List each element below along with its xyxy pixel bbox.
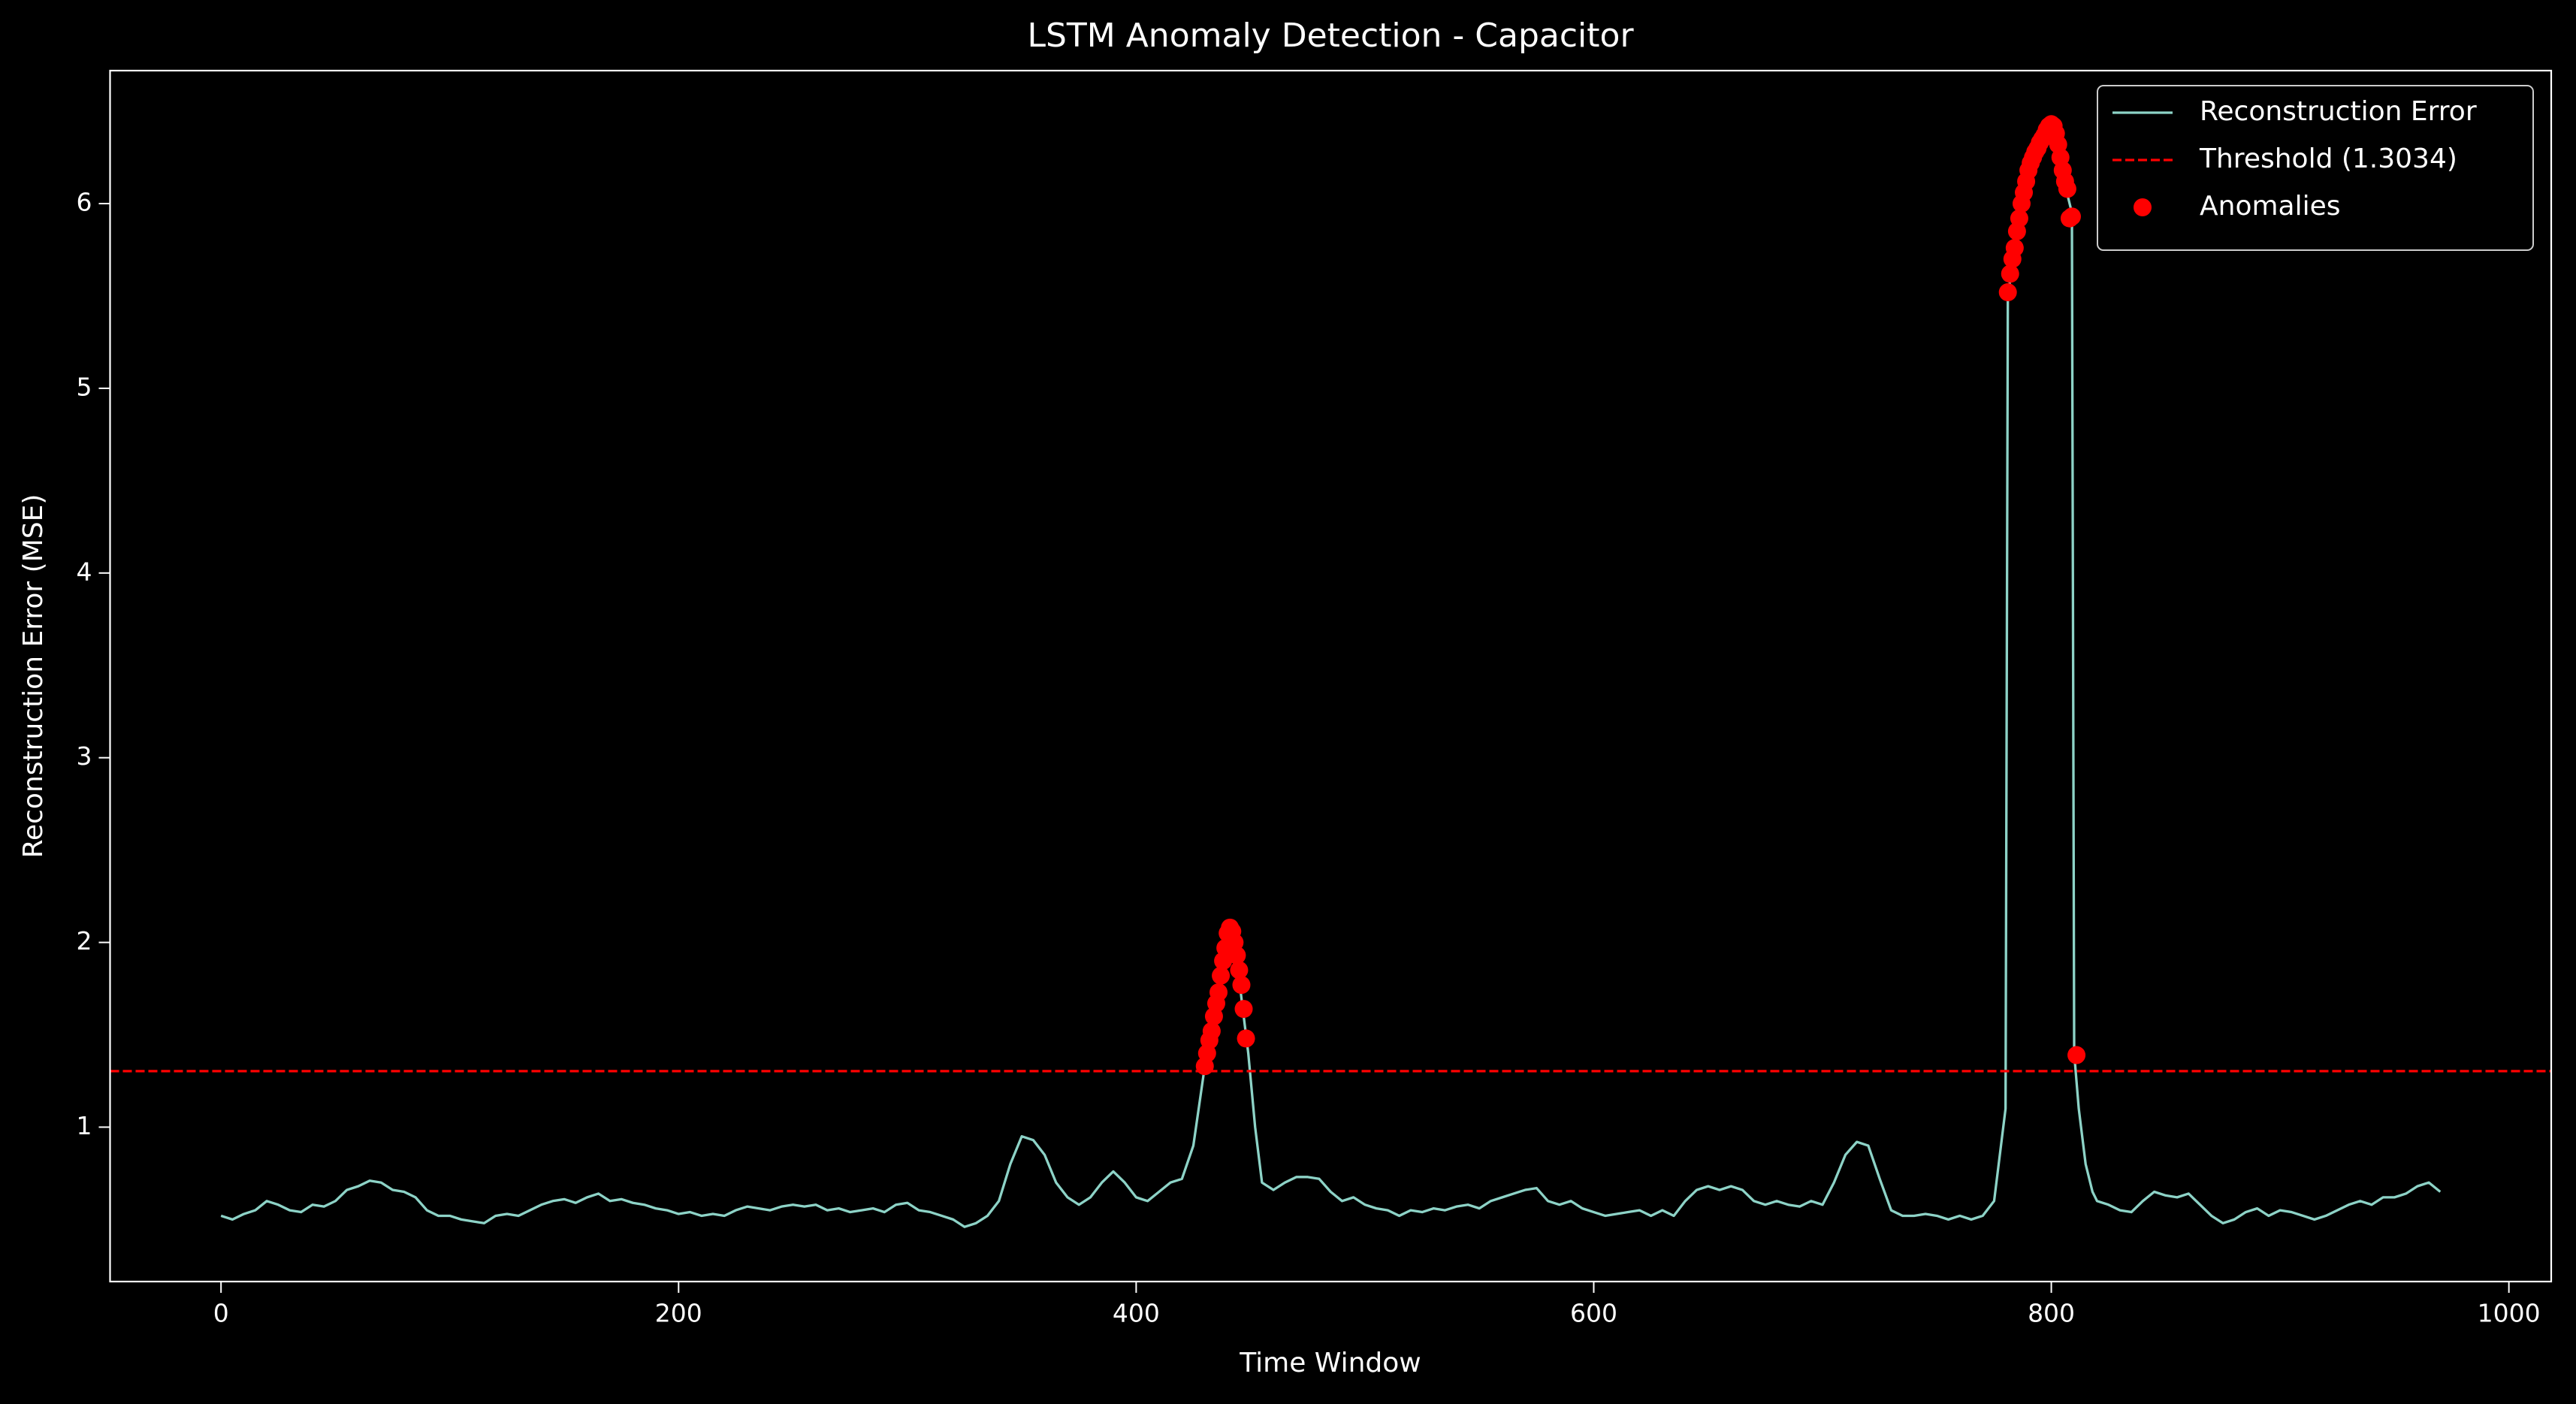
anomaly-point [1228, 946, 1246, 965]
anomaly-point [2005, 239, 2024, 258]
x-tick-label: 0 [213, 1299, 229, 1328]
y-tick-label: 6 [77, 188, 92, 217]
legend-label: Reconstruction Error [2200, 96, 2477, 127]
anomaly-point [1230, 961, 1249, 980]
x-tick-label: 1000 [2478, 1299, 2541, 1328]
legend-label: Threshold (1.3034) [2199, 143, 2457, 174]
anomaly-point [1209, 983, 1228, 1001]
anomaly-point [1232, 976, 1251, 995]
x-tick-label: 800 [2028, 1299, 2075, 1328]
y-tick-label: 3 [77, 741, 92, 771]
anomaly-point [1998, 283, 2017, 302]
anomaly-point [2010, 209, 2028, 228]
legend-box [2097, 85, 2534, 251]
anomaly-point [1234, 1000, 1253, 1019]
y-axis-label: Reconstruction Error (MSE) [18, 494, 49, 859]
plot-frame [109, 69, 2553, 1283]
anomaly-point [2067, 1046, 2086, 1064]
y-tick-label: 4 [77, 557, 92, 586]
anomaly-point [1237, 1029, 1255, 1048]
x-tick-label: 200 [655, 1299, 702, 1328]
legend-label: Anomalies [2200, 191, 2341, 222]
y-tick-label: 5 [77, 372, 92, 401]
anomaly-point [2001, 264, 2019, 283]
anomaly-point [1202, 1022, 1221, 1040]
x-tick-label: 600 [1570, 1299, 1617, 1328]
y-tick-label: 1 [77, 1111, 92, 1140]
error-line [220, 125, 2442, 1228]
x-axis-label: Time Window [1239, 1348, 1421, 1378]
anomaly-point [1212, 966, 1231, 985]
anomaly-point [2058, 180, 2076, 198]
chart-title: LSTM Anomaly Detection - Capacitor [1027, 17, 1634, 55]
anomaly-point [2062, 207, 2081, 226]
y-tick-label: 2 [77, 926, 92, 956]
x-tick-label: 400 [1113, 1299, 1160, 1328]
legend-marker [2134, 198, 2152, 216]
